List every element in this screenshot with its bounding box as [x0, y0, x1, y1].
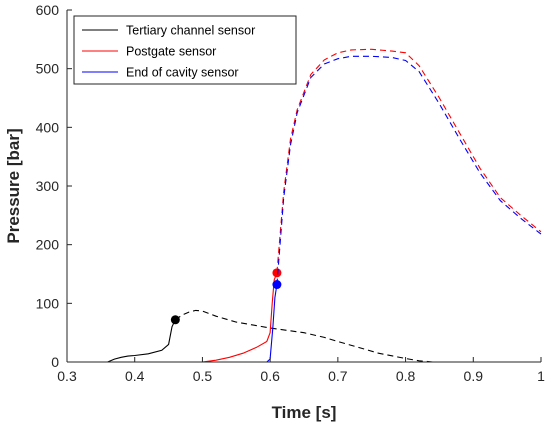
- x-tick-label: 0.3: [57, 368, 77, 384]
- legend: Tertiary channel sensor Postgate sensor En…: [73, 15, 297, 85]
- series-postgate-sensor-marker: [272, 268, 282, 278]
- y-tick-label: 0: [51, 354, 59, 370]
- legend-entry-label: End of cavity sensor: [126, 66, 239, 80]
- x-axis-label: Time [s]: [272, 403, 337, 422]
- series-tertiary-channel-sensor-solid-line: [67, 319, 176, 363]
- series-postgate-sensor-solid-line: [67, 272, 278, 363]
- legend-entry-label: Tertiary channel sensor: [126, 24, 255, 38]
- x-tick-label: 0.8: [396, 368, 416, 384]
- series-end-of-cavity-sensor-dashed-line: [276, 55, 542, 285]
- y-tick-label: 300: [36, 178, 60, 194]
- legend-entry-label: Postgate sensor: [126, 45, 216, 59]
- x-tick-label: 0.4: [125, 368, 145, 384]
- y-tick-label: 200: [36, 237, 60, 253]
- series-tertiary-channel-sensor-dashed-line: [174, 309, 541, 363]
- x-tick-label: 0.5: [193, 368, 213, 384]
- y-tick-label: 100: [36, 295, 60, 311]
- x-tick-label: 1: [537, 368, 545, 384]
- legend-box: [73, 15, 297, 85]
- series-tertiary-channel-sensor-marker: [170, 315, 180, 325]
- x-tick-label: 0.7: [328, 368, 348, 384]
- y-tick-label: 500: [36, 61, 60, 77]
- series-postgate-sensor-dashed-line: [276, 48, 542, 273]
- y-axis-label: Pressure [bar]: [4, 128, 23, 243]
- y-tick-label: 400: [36, 119, 60, 135]
- x-tick-label: 0.9: [464, 368, 484, 384]
- x-tick-label: 0.6: [260, 368, 280, 384]
- y-tick-label: 600: [36, 2, 60, 18]
- series-end-of-cavity-sensor-marker: [272, 280, 282, 290]
- axes: 0.3 0.4 0.5 0.6 0.7 0.8 0.9 1 0 100 200 300 400 500 60…: [36, 2, 545, 384]
